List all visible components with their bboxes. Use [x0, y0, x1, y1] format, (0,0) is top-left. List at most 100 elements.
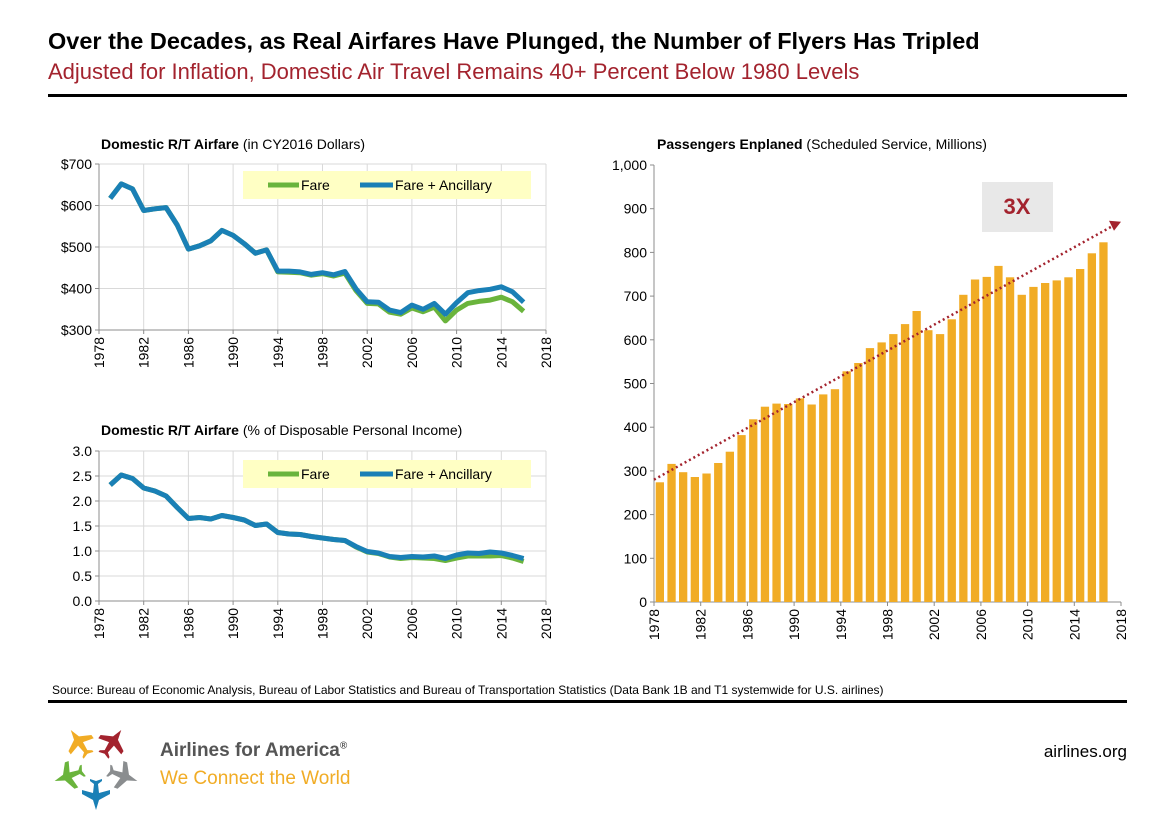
chart1-x-tick-label: 1982: [136, 337, 152, 368]
chart2-y-tick-label: 0.5: [73, 568, 93, 584]
chart3-bar: [935, 334, 945, 602]
chart3-bar: [994, 265, 1003, 602]
site-link[interactable]: airlines.org: [1043, 742, 1127, 761]
chart1-x-tick-label: 2010: [449, 337, 465, 368]
chart2-x-tick-label: 1978: [91, 608, 107, 639]
chart3-y-tick-label: 500: [624, 376, 648, 392]
airlines-logo-icon: [54, 729, 138, 810]
chart3-x-tick-label: 1982: [693, 609, 709, 640]
header-rule: [48, 94, 1127, 97]
chart3-bar: [900, 324, 910, 602]
chart1-x-tick-label: 2014: [493, 337, 509, 368]
chart2-series-fare-ancillary-line: [108, 472, 525, 561]
chart1-series-fare-ancillary-line: [108, 181, 526, 317]
chart2-y-tick-label: 2.5: [73, 468, 93, 484]
chart3-y-tick-label: 100: [624, 550, 648, 566]
chart2-legend-ancillary-label: Fare + Ancillary: [395, 466, 492, 482]
chart2-x-tick-label: 1998: [315, 608, 331, 639]
chart1-y-tick-label: $600: [61, 198, 92, 214]
page-title: Over the Decades, as Real Airfares Have …: [48, 28, 980, 54]
chart3-x-tick-label: 2006: [973, 609, 989, 640]
chart1-y-tick-label: $700: [61, 156, 92, 172]
chart3-bar: [1041, 283, 1050, 602]
chart2-x-tick-label: 1982: [136, 608, 152, 639]
chart3-x-tick-label: 2010: [1020, 609, 1036, 640]
chart3-x-tick-label: 1986: [739, 609, 755, 640]
brand-tagline: We Connect the World: [160, 768, 351, 789]
chart3-x-tick-label: 2018: [1113, 609, 1129, 640]
chart3-bar: [1005, 277, 1015, 602]
footer-rule: [48, 700, 1127, 703]
chart3-y-tick-label: 600: [624, 332, 648, 348]
chart3-bar: [772, 403, 781, 602]
chart3-bar: [865, 348, 875, 602]
chart3-x-tick-label: 1978: [646, 609, 662, 640]
chart3-bar: [795, 398, 805, 602]
chart3-bar: [889, 334, 898, 602]
chart3-bar: [1029, 286, 1038, 602]
chart3-bar: [854, 363, 863, 602]
chart3-bar: [737, 435, 746, 602]
chart2-x-tick-label: 1990: [225, 608, 241, 639]
chart3-bar: [982, 276, 991, 602]
chart3-bar: [970, 279, 980, 602]
chart3-bar: [690, 477, 699, 602]
chart2-title: Domestic R/T Airfare (% of Disposable Pe…: [101, 422, 463, 438]
chart3-x-tick-label: 2014: [1066, 609, 1082, 640]
chart3-bar: [667, 463, 676, 602]
source-note: Source: Bureau of Economic Analysis, Bur…: [52, 683, 884, 697]
chart2-x-tick-label: 2014: [493, 608, 509, 639]
airfare-dollars-chart: $300 $400 $500 $600 $700 1978 1982 1986 1990 1994…: [61, 156, 554, 368]
chart1-x-tick-label: 1986: [180, 337, 196, 368]
chart2-x-tick-label: 2006: [404, 608, 420, 639]
chart2-x-tick-label: 2010: [449, 608, 465, 639]
chart3-bar: [1064, 277, 1073, 602]
chart2-y-tick-label: 2.0: [73, 493, 93, 509]
chart3-x-tick-label: 1990: [786, 609, 802, 640]
chart3-x-tick-label: 1994: [833, 609, 849, 640]
chart3-bar: [655, 482, 664, 602]
chart1-x-tick-label: 2018: [538, 337, 554, 368]
chart3-bar: [1052, 280, 1061, 602]
chart3-y-tick-label: 700: [624, 288, 648, 304]
chart3-bar: [959, 294, 968, 602]
chart3-bar: [1099, 242, 1108, 603]
chart3-title: Passengers Enplaned (Scheduled Service, …: [657, 136, 987, 152]
chart3-bar: [714, 463, 723, 602]
chart1-x-tick-label: 1998: [315, 337, 331, 368]
chart3-trend-arrowhead: [1109, 220, 1121, 231]
chart1-x-tick-label: 1990: [225, 337, 241, 368]
chart1-x-tick-label: 2002: [359, 337, 375, 368]
passengers-chart: 0 100 200 300 400 500 600 700 800 900 1,000 1978 198…: [612, 157, 1129, 640]
chart1-title: Domestic R/T Airfare (in CY2016 Dollars): [101, 136, 366, 152]
chart3-y-tick-label: 800: [624, 244, 648, 260]
chart3-bar: [912, 311, 921, 602]
chart1-y-tick-label: $400: [61, 281, 92, 297]
chart3-y-tick-label: 400: [624, 419, 648, 435]
chart3-bar: [807, 404, 816, 602]
chart2-y-tick-label: 1.0: [73, 543, 93, 559]
chart1-y-tick-label: $500: [61, 239, 92, 255]
chart3-bar: [702, 473, 711, 602]
chart3-bar: [679, 472, 688, 602]
chart3-bar: [924, 330, 933, 602]
chart3-bar: [877, 342, 886, 602]
chart3-y-tick-label: 900: [624, 201, 648, 217]
chart1-x-tick-label: 1978: [91, 337, 107, 368]
brand-name: Airlines for America®: [160, 740, 348, 761]
chart3-bar: [830, 389, 840, 602]
chart2-x-tick-label: 2018: [538, 608, 554, 639]
chart3-y-tick-label: 300: [624, 463, 648, 479]
chart3-bar: [725, 451, 734, 602]
chart3-bar: [784, 404, 793, 602]
chart1-x-tick-label: 1994: [270, 337, 286, 368]
chart3-x-tick-label: 2002: [926, 609, 942, 640]
chart2-x-tick-label: 1994: [270, 608, 286, 639]
chart1-legend-fare-label: Fare: [301, 177, 330, 193]
chart3-y-tick-label: 0: [639, 594, 647, 610]
chart1-y-tick-label: $300: [61, 322, 92, 338]
chart3-bar: [749, 419, 758, 602]
chart3-y-tick-label: 1,000: [612, 157, 647, 173]
chart3-bar: [1076, 269, 1085, 602]
chart2-y-tick-label: 3.0: [73, 443, 93, 459]
